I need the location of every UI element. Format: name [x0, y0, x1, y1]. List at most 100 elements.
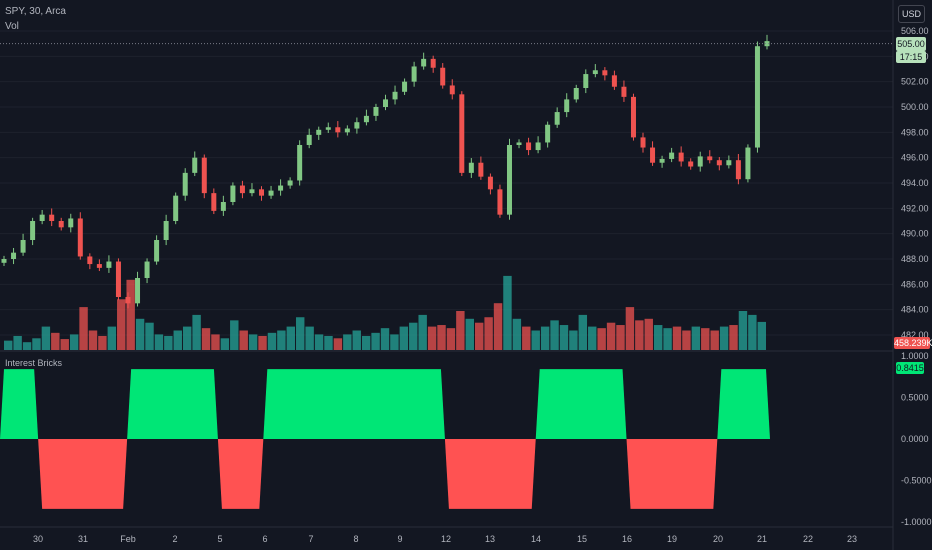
volume-bar — [305, 326, 314, 350]
volume-bar — [135, 318, 145, 350]
volume-bar — [531, 330, 540, 350]
candle-body — [440, 67, 446, 86]
time-tick-label: 16 — [622, 534, 632, 544]
candle-body — [411, 66, 417, 82]
volume-bar — [484, 317, 493, 350]
volume-bar — [729, 325, 738, 350]
candle-body — [297, 145, 303, 181]
candle-body — [745, 147, 751, 180]
candle-body — [421, 58, 427, 67]
volume-bar — [79, 307, 88, 350]
candle-body — [373, 107, 379, 116]
brick-up — [127, 369, 218, 439]
indicator-axis-ticks[interactable]: 1.0000 0.5000 0.0000 -0.5000 -1.0000 — [901, 351, 932, 527]
volume-bar — [588, 326, 597, 350]
candle-body — [268, 190, 274, 196]
time-tick-label: 5 — [217, 534, 222, 544]
volume-bar — [88, 330, 98, 350]
volume-bar — [682, 330, 691, 350]
volume-bar — [390, 334, 399, 350]
candle-body — [659, 158, 665, 163]
candle-body — [402, 81, 408, 92]
volume-bar — [352, 330, 361, 350]
volume-bar — [286, 326, 296, 350]
candle-body — [535, 142, 541, 151]
brick-down — [626, 439, 718, 509]
volume-bar — [343, 334, 352, 350]
volume-bar — [625, 307, 635, 350]
volume-bar — [663, 328, 672, 350]
brick-down — [217, 439, 264, 509]
volume-value-tag: 458.239K — [894, 337, 932, 349]
volume-bar — [126, 279, 135, 350]
volume-bar — [719, 326, 729, 350]
volume-bar — [314, 334, 324, 350]
time-tick-label: 20 — [713, 534, 723, 544]
candle-body — [716, 160, 722, 166]
time-tick-label: 9 — [397, 534, 402, 544]
candle-body — [30, 221, 36, 240]
time-tick-label: 7 — [308, 534, 313, 544]
volume-bar — [22, 342, 32, 350]
volume-bar — [653, 325, 663, 350]
candle-body — [163, 221, 169, 240]
candle-body — [592, 70, 598, 75]
time-axis-labels[interactable]: 30 31 Feb 2 5 6 7 8 9 12 13 14 15 16 19 20 21 22 23 — [33, 534, 857, 544]
indicator-value-tag: 0.8415 — [896, 362, 924, 374]
candle-body — [154, 240, 160, 262]
candle-body — [392, 91, 398, 100]
candle-body — [201, 157, 207, 194]
volume-bar — [540, 326, 550, 350]
indicator-tick-label: -1.0000 — [901, 517, 932, 527]
candle-body — [344, 128, 350, 133]
volume-bar — [597, 328, 606, 350]
time-tick-label: 12 — [441, 534, 451, 544]
candle-body — [173, 195, 179, 221]
candle-body — [650, 147, 656, 163]
volume-bar — [559, 325, 569, 350]
candle-body — [630, 96, 636, 138]
volume-legend[interactable]: Vol — [5, 21, 19, 32]
candle-body — [430, 58, 436, 68]
candle-body — [192, 157, 198, 173]
candle-body — [49, 214, 55, 221]
candle-body — [697, 156, 703, 167]
volume-bar — [380, 328, 390, 350]
candle-body — [144, 261, 150, 278]
time-tick-label: 21 — [757, 534, 767, 544]
volume-bar — [333, 338, 343, 350]
volume-bar — [51, 332, 60, 350]
symbol-title[interactable]: SPY, 30, Arca — [5, 6, 66, 17]
candle-body — [764, 41, 770, 47]
price-tick-label: 506.00 — [901, 26, 929, 36]
price-tick-label: 486.00 — [901, 279, 929, 289]
price-tick-label: 484.00 — [901, 305, 929, 315]
candle-body — [707, 156, 713, 161]
price-grid — [0, 30, 893, 336]
candle-body — [583, 74, 589, 88]
candle-body — [735, 160, 741, 180]
candle-body — [11, 252, 17, 259]
indicator-legend[interactable]: Interest Bricks — [5, 358, 63, 368]
candle-body — [39, 214, 45, 221]
time-tick-label: 23 — [847, 534, 857, 544]
candle-body — [754, 46, 760, 148]
currency-button[interactable]: USD — [898, 5, 925, 23]
candle-body — [20, 240, 26, 253]
time-tick-label: 13 — [485, 534, 495, 544]
volume-bar — [409, 322, 418, 350]
volume-bar — [324, 335, 333, 350]
candle-body — [220, 202, 226, 211]
time-tick-label: 6 — [262, 534, 267, 544]
candle-body — [249, 189, 255, 194]
volume-bar — [399, 326, 409, 350]
candle-body — [506, 145, 512, 215]
volume-bar — [296, 317, 305, 350]
volume-bar — [644, 318, 653, 350]
volume-bar — [512, 318, 522, 350]
candle-body — [526, 142, 532, 151]
time-tick-label: 8 — [353, 534, 358, 544]
volume-bar — [606, 322, 616, 350]
candle-body — [602, 70, 608, 76]
